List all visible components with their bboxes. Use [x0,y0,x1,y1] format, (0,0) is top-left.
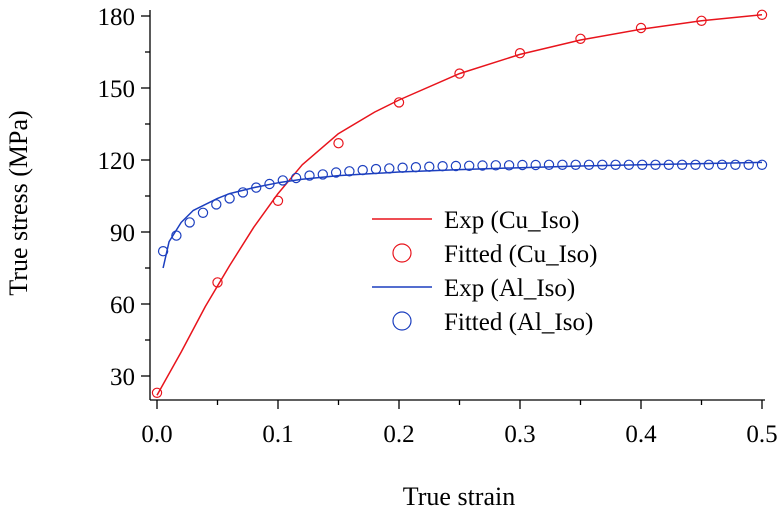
axes: 0.0 0.1 0.2 0.3 0.4 0.5 30 60 90 120 150 180 [98,4,778,448]
data-point [357,164,368,176]
y-tick-label: 90 [110,220,135,247]
data-point [575,33,586,45]
y-tick-label: 30 [110,364,135,391]
data-point [610,159,621,170]
series-2 [151,9,768,398]
data-point [543,159,555,170]
legend-label: Exp (Al_Iso) [444,275,575,302]
data-point [397,162,408,173]
data-point [251,182,262,193]
series-3 [162,161,763,269]
data-point [197,207,209,218]
x-axis-title: True strain [403,482,515,511]
data-point [450,160,462,172]
data-point [437,160,448,172]
data-point [503,160,515,171]
legend-label: Fitted (Al_Iso) [444,309,593,336]
y-axis-title: True stress (MPa) [4,110,33,295]
data-point [454,68,465,79]
data-point [410,161,422,173]
data-point [517,159,528,171]
y-tick-label: 120 [98,148,136,175]
x-tick-label: 0.4 [625,421,657,448]
legend-item: Fitted (Cu_Iso) [392,241,597,268]
data-point [743,159,754,170]
data-point [224,193,235,204]
data-point [157,245,169,257]
data-point [597,159,608,170]
data-point [623,159,635,170]
series-line [162,161,763,269]
data-point [514,48,526,59]
data-point [272,195,284,206]
data-point [716,159,728,170]
x-tick-label: 0.1 [262,421,293,448]
series-line [156,14,763,396]
data-point [703,159,715,170]
data-point [530,159,541,171]
data-point [477,160,488,171]
data-point [264,178,275,190]
data-point [317,169,328,180]
data-point [663,159,675,170]
data-point [330,167,342,178]
data-point [184,217,195,228]
data-point [277,175,288,186]
data-point [464,160,475,171]
y-tick-label: 180 [98,4,136,31]
data-point [690,159,701,170]
series-4 [157,159,768,257]
data-point [756,159,768,170]
data-point [290,172,302,184]
legend-item: Exp (Cu_Iso) [372,207,579,234]
legend-marker-swatch [392,243,412,263]
data-point [637,159,648,170]
legend-label: Fitted (Cu_Iso) [444,241,597,268]
data-point [344,166,355,177]
data-point [304,170,315,181]
data-point [557,159,568,170]
data-point [384,163,395,174]
data-point [570,159,581,170]
y-tick-label: 60 [110,292,135,319]
legend-item: Exp (Al_Iso) [372,275,575,302]
data-point [490,160,501,171]
data-point [171,230,182,241]
y-tick-label: 150 [98,76,136,103]
data-point [370,163,382,175]
data-point [237,187,249,198]
data-point [696,15,707,26]
data-point [151,387,163,398]
series-1 [156,14,763,396]
data-point [650,159,661,170]
x-tick-label: 0.3 [504,421,535,448]
series-layer [151,9,768,398]
data-point [211,199,222,210]
legend: Exp (Cu_Iso) Fitted (Cu_Iso) Exp (Al_Iso) F… [372,207,597,336]
data-point [212,277,223,288]
data-point [635,22,647,34]
data-point [756,9,768,21]
data-point [676,159,688,170]
x-tick-label: 0.2 [383,421,414,448]
data-point [424,161,435,172]
legend-label: Exp (Cu_Iso) [444,207,579,234]
data-point [393,97,405,108]
legend-item: Fitted (Al_Iso) [392,309,593,336]
legend-marker-swatch [392,311,412,331]
data-point [583,159,595,170]
data-point [730,159,741,170]
x-tick-label: 0.5 [746,421,777,448]
x-tick-label: 0.0 [141,421,172,448]
data-point [333,137,344,149]
